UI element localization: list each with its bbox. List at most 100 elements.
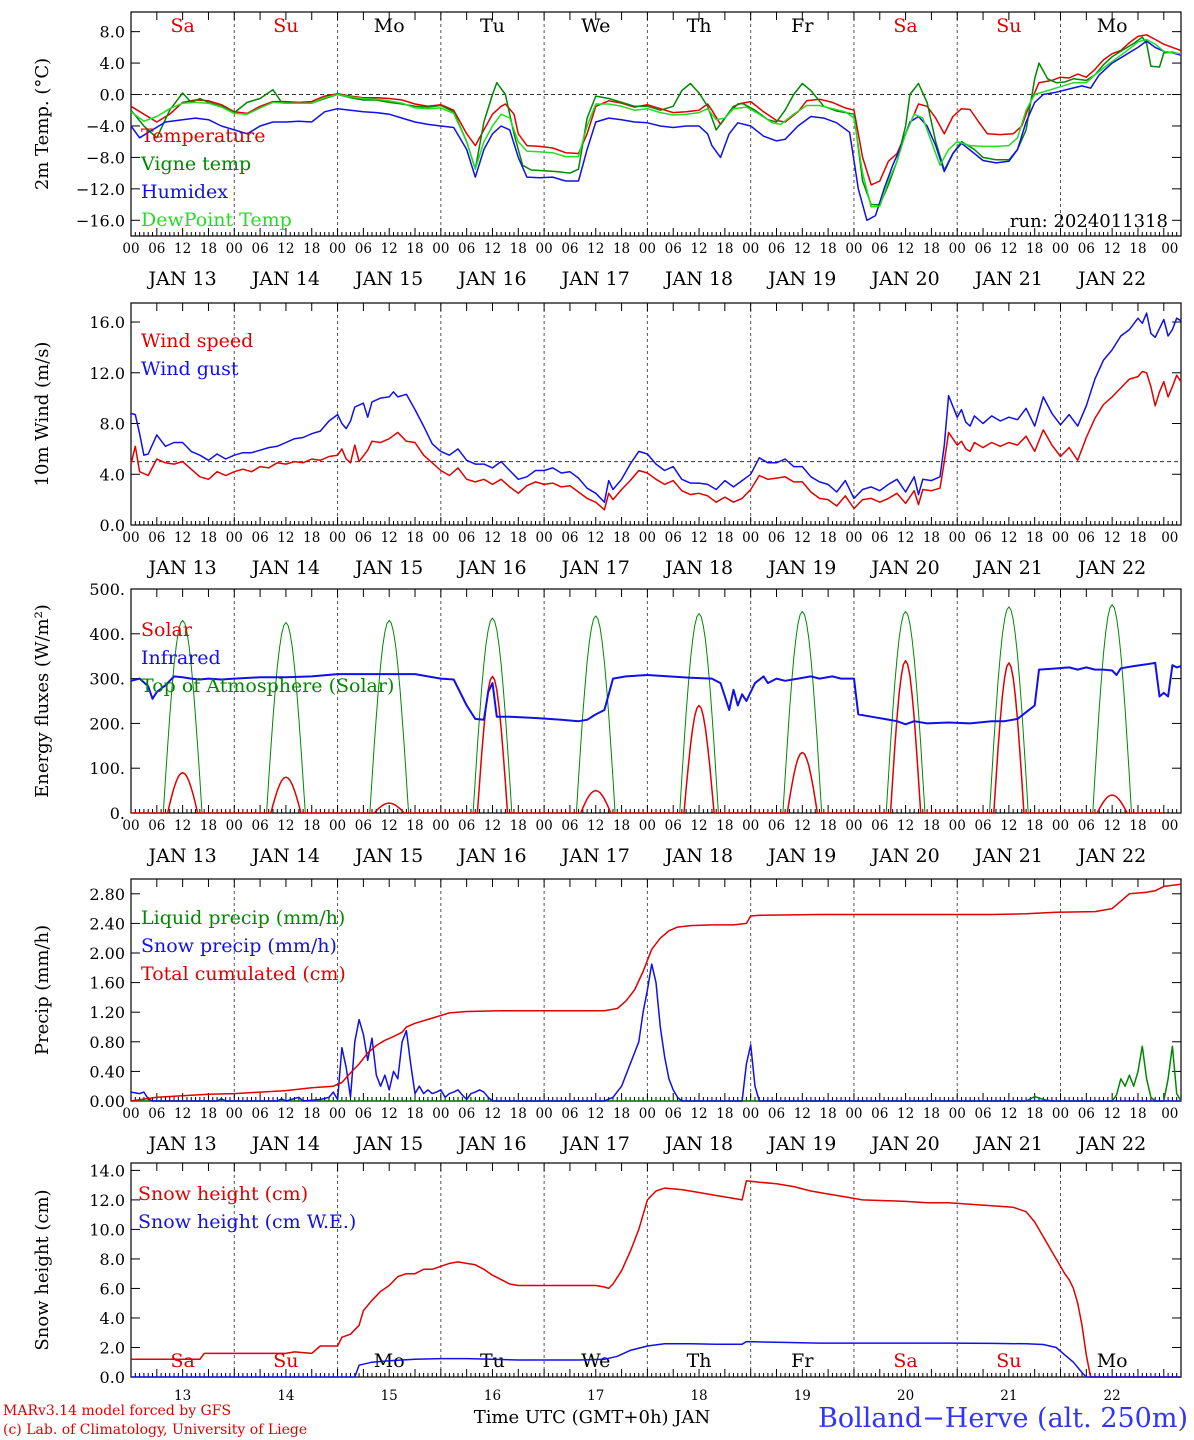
hour-tick-label: 00 <box>536 818 553 834</box>
hour-tick-label: 18 <box>406 1106 423 1122</box>
day-number-label: 22 <box>1104 1388 1121 1404</box>
hour-tick-label: 18 <box>1129 530 1146 546</box>
hour-tick-label: 12 <box>897 530 914 546</box>
hour-tick-label: 12 <box>1000 818 1017 834</box>
y-tick-label: 500. <box>89 580 125 599</box>
hour-tick-label: 18 <box>1129 818 1146 834</box>
hour-tick-label: 12 <box>897 1106 914 1122</box>
y-tick-label: 0.80 <box>89 1033 125 1052</box>
series-line-infrared <box>130 661 1182 726</box>
weekday-label: Mo <box>1097 15 1128 37</box>
y-tick-label: 0. <box>110 804 125 823</box>
hour-tick-label: 00 <box>742 1106 759 1122</box>
date-label: JAN 15 <box>353 1133 423 1155</box>
panel-2: 0.0 4.0 8.0 12.0 16.0 10m Wind (m/s) 00 06 12 18 J… <box>32 302 1182 579</box>
hour-tick-label: 18 <box>923 1106 940 1122</box>
hour-tick-label: 12 <box>794 818 811 834</box>
y-tick-label: 10.0 <box>89 1220 125 1239</box>
hour-tick-label: 06 <box>148 241 165 257</box>
hour-tick-label: 18 <box>820 530 837 546</box>
y-tick-label: −12.0 <box>76 180 125 199</box>
hour-tick-label: 12 <box>587 1106 604 1122</box>
day-number-label: 13 <box>174 1388 191 1404</box>
date-label: JAN 16 <box>456 557 526 579</box>
hour-tick-label: 18 <box>406 818 423 834</box>
y-axis-label: Precip (mm/h) <box>32 925 53 1055</box>
date-label: JAN 21 <box>973 557 1043 579</box>
hour-tick-label: 18 <box>716 818 733 834</box>
hour-tick-label: 12 <box>794 530 811 546</box>
hour-tick-label: 06 <box>355 241 372 257</box>
date-label: JAN 22 <box>1076 1133 1146 1155</box>
hour-tick-label: 06 <box>252 1106 269 1122</box>
hour-tick-label: 18 <box>406 241 423 257</box>
weekday-label: Sa <box>893 15 917 37</box>
date-label: JAN 15 <box>353 845 423 867</box>
hour-tick-label: 00 <box>432 1106 449 1122</box>
hour-tick-label: 06 <box>252 530 269 546</box>
y-tick-label: 0.0 <box>100 516 125 535</box>
hour-tick-label: 00 <box>536 241 553 257</box>
y-tick-label: −16.0 <box>76 211 125 230</box>
date-label: JAN 20 <box>869 268 939 290</box>
hour-tick-label: 00 <box>1161 818 1178 834</box>
hour-tick-label: 12 <box>277 1106 294 1122</box>
hour-tick-label: 12 <box>794 241 811 257</box>
hour-tick-label: 06 <box>148 1106 165 1122</box>
y-axis-label: 10m Wind (m/s) <box>32 342 53 487</box>
weekday-label: We <box>581 15 610 37</box>
hour-tick-label: 18 <box>1026 1106 1043 1122</box>
date-label: JAN 19 <box>766 557 836 579</box>
hour-tick-label: 12 <box>897 818 914 834</box>
hour-tick-label: 00 <box>1052 241 1069 257</box>
hour-tick-label: 00 <box>845 818 862 834</box>
hour-tick-label: 12 <box>690 241 707 257</box>
legend-entry: Solar <box>141 619 193 641</box>
hour-tick-label: 12 <box>587 818 604 834</box>
hour-tick-label: 06 <box>355 1106 372 1122</box>
hour-tick-label: 06 <box>768 818 785 834</box>
hour-tick-label: 06 <box>974 1106 991 1122</box>
hour-tick-label: 06 <box>1078 241 1095 257</box>
hour-tick-label: 12 <box>174 241 191 257</box>
hour-tick-label: 00 <box>1161 241 1178 257</box>
series-line-solar <box>131 659 1164 814</box>
weekday-label: Mo <box>1097 1350 1128 1372</box>
hour-tick-label: 06 <box>974 241 991 257</box>
y-tick-label: 2.80 <box>89 885 125 904</box>
hour-tick-label: 06 <box>561 241 578 257</box>
hour-tick-label: 18 <box>820 818 837 834</box>
hour-tick-label: 06 <box>458 530 475 546</box>
panel-4: 0.00 0.40 0.80 1.20 1.60 2.00 2.40 2.80 Precip (… <box>32 878 1182 1155</box>
hour-tick-label: 00 <box>122 818 139 834</box>
date-label: JAN 19 <box>766 268 836 290</box>
hour-tick-label: 12 <box>1104 241 1121 257</box>
date-label: JAN 22 <box>1076 557 1146 579</box>
hour-tick-label: 06 <box>665 818 682 834</box>
y-tick-label: 2.40 <box>89 914 125 933</box>
hour-tick-label: 18 <box>1026 818 1043 834</box>
date-label: JAN 14 <box>250 557 320 579</box>
hour-tick-label: 12 <box>1000 530 1017 546</box>
legend-entry: Wind speed <box>141 330 253 352</box>
hour-tick-label: 18 <box>923 241 940 257</box>
hour-tick-label: 06 <box>458 1106 475 1122</box>
hour-tick-label: 06 <box>768 1106 785 1122</box>
hour-tick-label: 18 <box>510 241 527 257</box>
hour-tick-label: 12 <box>690 818 707 834</box>
hour-tick-label: 00 <box>742 530 759 546</box>
hour-tick-label: 12 <box>484 530 501 546</box>
hour-tick-label: 00 <box>742 818 759 834</box>
weekday-label: Th <box>687 15 712 37</box>
hour-tick-label: 18 <box>613 241 630 257</box>
hour-tick-label: 06 <box>1078 818 1095 834</box>
hour-tick-label: 06 <box>871 818 888 834</box>
hour-tick-label: 06 <box>252 818 269 834</box>
hour-tick-label: 18 <box>303 1106 320 1122</box>
hour-tick-label: 06 <box>148 818 165 834</box>
series-line-snow-precip-mm-h <box>130 963 1181 1102</box>
hour-tick-label: 18 <box>820 241 837 257</box>
hour-tick-label: 12 <box>381 241 398 257</box>
hour-tick-label: 00 <box>432 530 449 546</box>
